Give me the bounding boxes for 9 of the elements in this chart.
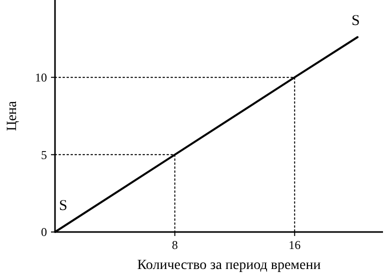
text: S bbox=[59, 198, 68, 214]
x-axis-title: Количество за период времени bbox=[137, 258, 322, 273]
y-tick-label: 5 bbox=[41, 148, 47, 162]
x-tick-label: 8 bbox=[172, 238, 178, 252]
x-tick-label: 16 bbox=[288, 238, 301, 252]
y-tick-label: 0 bbox=[41, 225, 47, 240]
series-label: S bbox=[352, 13, 360, 30]
y-tick-label: 10 bbox=[35, 70, 47, 85]
y-axis-title: Цена bbox=[5, 100, 20, 132]
